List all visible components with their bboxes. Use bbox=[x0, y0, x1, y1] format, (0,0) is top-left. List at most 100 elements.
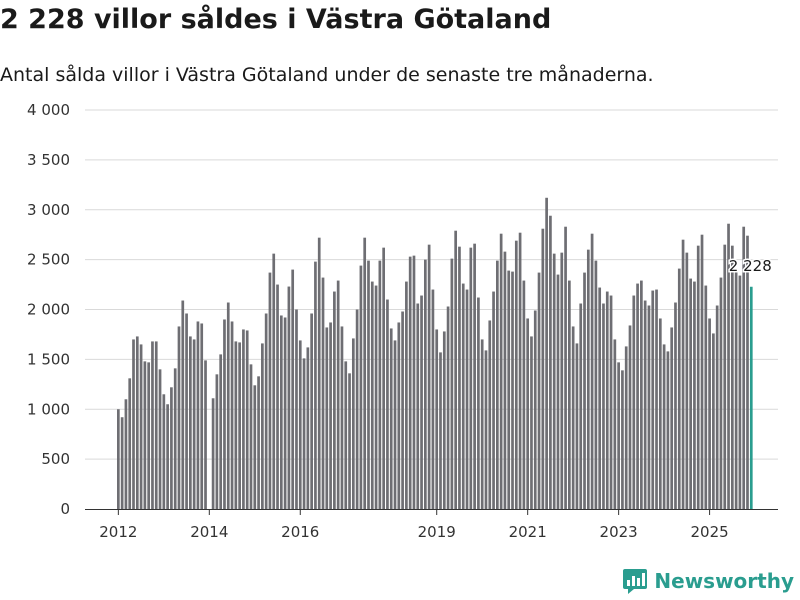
bar bbox=[586, 249, 590, 509]
bar bbox=[530, 336, 533, 509]
bar bbox=[655, 289, 658, 509]
y-tick-label: 3 500 bbox=[27, 151, 70, 169]
bar bbox=[223, 319, 226, 509]
bar bbox=[738, 275, 742, 509]
bar bbox=[245, 330, 249, 509]
bar bbox=[469, 247, 473, 509]
bar bbox=[518, 232, 522, 509]
bar bbox=[454, 230, 458, 509]
x-tick-label: 2016 bbox=[281, 523, 319, 541]
bar bbox=[177, 326, 181, 509]
bar bbox=[579, 303, 583, 509]
bars bbox=[117, 197, 753, 510]
bar bbox=[564, 226, 567, 509]
bar bbox=[132, 339, 135, 509]
bar bbox=[264, 313, 268, 509]
bar bbox=[173, 368, 177, 509]
bar bbox=[166, 404, 169, 509]
x-tick-label: 2021 bbox=[509, 523, 547, 541]
bar bbox=[461, 283, 465, 509]
bar bbox=[503, 251, 507, 509]
y-tick-label: 1 000 bbox=[27, 400, 70, 418]
bar bbox=[261, 343, 264, 509]
value-annotation: 2 228 bbox=[729, 257, 772, 275]
bar bbox=[242, 329, 245, 509]
gridlines bbox=[85, 109, 778, 460]
bar bbox=[185, 313, 188, 509]
bar bbox=[423, 259, 427, 509]
y-tick-label: 2 000 bbox=[27, 301, 70, 319]
bar bbox=[511, 271, 514, 509]
bar bbox=[158, 369, 162, 509]
bar bbox=[594, 260, 598, 509]
bar bbox=[609, 295, 613, 509]
bar bbox=[189, 336, 192, 509]
bar bbox=[397, 322, 401, 509]
bar bbox=[435, 329, 439, 509]
bar bbox=[640, 280, 643, 509]
bar bbox=[344, 361, 348, 509]
bar bbox=[651, 290, 655, 509]
bar bbox=[226, 302, 230, 509]
bar bbox=[522, 280, 526, 509]
x-tick-label: 2014 bbox=[190, 523, 228, 541]
bar bbox=[526, 318, 530, 509]
bar-highlight bbox=[749, 286, 753, 509]
bar bbox=[602, 303, 605, 509]
bar bbox=[556, 274, 560, 509]
bar bbox=[408, 256, 412, 509]
brand-logo: Newsworthy bbox=[622, 568, 794, 594]
bar bbox=[708, 318, 711, 509]
bar bbox=[677, 268, 681, 509]
bar bbox=[154, 341, 158, 509]
bar bbox=[412, 255, 416, 509]
bar bbox=[598, 287, 602, 509]
bar bbox=[693, 281, 696, 509]
bar bbox=[621, 370, 624, 509]
bar bbox=[492, 291, 495, 509]
bar bbox=[723, 244, 727, 509]
bar bbox=[450, 258, 454, 509]
bar bbox=[348, 373, 351, 509]
x-tick-label: 2025 bbox=[690, 523, 728, 541]
bar bbox=[458, 246, 461, 509]
bar bbox=[442, 331, 446, 509]
bar bbox=[302, 358, 306, 509]
bar bbox=[378, 260, 382, 509]
bar bbox=[310, 313, 313, 509]
bar bbox=[317, 237, 321, 509]
bar bbox=[249, 364, 253, 509]
bar bbox=[636, 283, 639, 509]
bar bbox=[533, 310, 537, 509]
bar bbox=[370, 281, 374, 509]
bar bbox=[431, 289, 435, 509]
bar bbox=[571, 326, 575, 509]
bar bbox=[704, 285, 708, 509]
bar bbox=[321, 277, 325, 509]
annotation: 2 228 bbox=[727, 255, 773, 276]
bar bbox=[276, 284, 279, 509]
bar bbox=[181, 300, 185, 509]
bar bbox=[124, 399, 128, 509]
bar bbox=[624, 346, 628, 509]
bar bbox=[329, 322, 332, 509]
bar bbox=[215, 374, 219, 509]
bar bbox=[590, 233, 594, 509]
bar bbox=[670, 327, 674, 509]
x-axis: 2012 2014 2016 2019 2021 2023 2025 bbox=[85, 509, 778, 541]
bar bbox=[192, 339, 196, 509]
bar bbox=[359, 265, 363, 509]
bar bbox=[120, 417, 124, 509]
bar bbox=[632, 295, 636, 509]
bar bbox=[279, 315, 283, 509]
bar bbox=[514, 240, 518, 510]
bar bbox=[746, 235, 749, 509]
bar bbox=[541, 228, 545, 509]
bar bbox=[204, 360, 207, 509]
bar bbox=[674, 302, 677, 509]
bar bbox=[605, 291, 609, 509]
page-title: 2 228 villor såldes i Västra Götaland bbox=[0, 4, 552, 35]
bar bbox=[643, 300, 647, 509]
bar bbox=[666, 351, 670, 509]
